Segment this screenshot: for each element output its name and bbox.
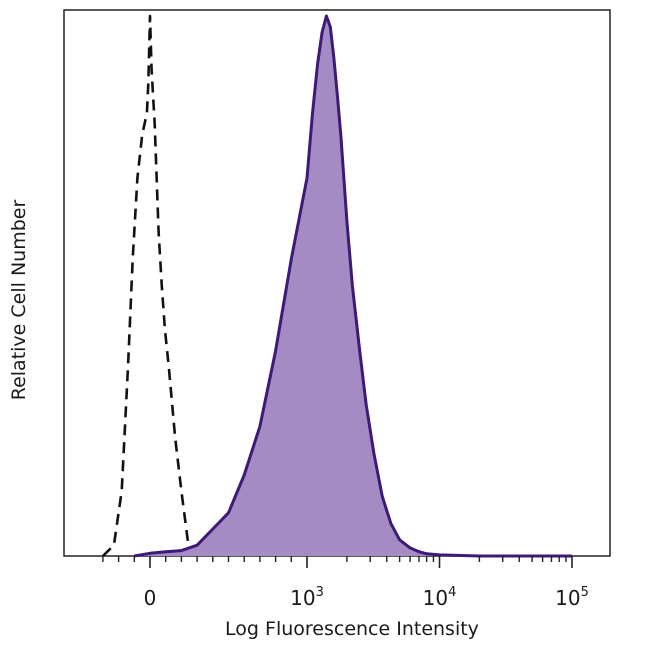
series-layer [101,14,573,558]
series-1-line [134,14,572,558]
y-axis-label: Relative Cell Number [8,200,30,401]
x-tick-label: 103 [290,585,324,610]
major-ticks [149,556,573,568]
x-tick-label: 0 [144,586,157,610]
x-tick-labels: 0 103 104 105 [144,585,589,610]
x-tick-label: 104 [423,585,457,610]
x-axis-label: Log Fluorescence Intensity [225,618,479,640]
minor-ticks [102,556,567,562]
series-1-fill [134,16,573,556]
x-tick-label: 105 [555,585,589,610]
series-0-line [101,14,194,557]
